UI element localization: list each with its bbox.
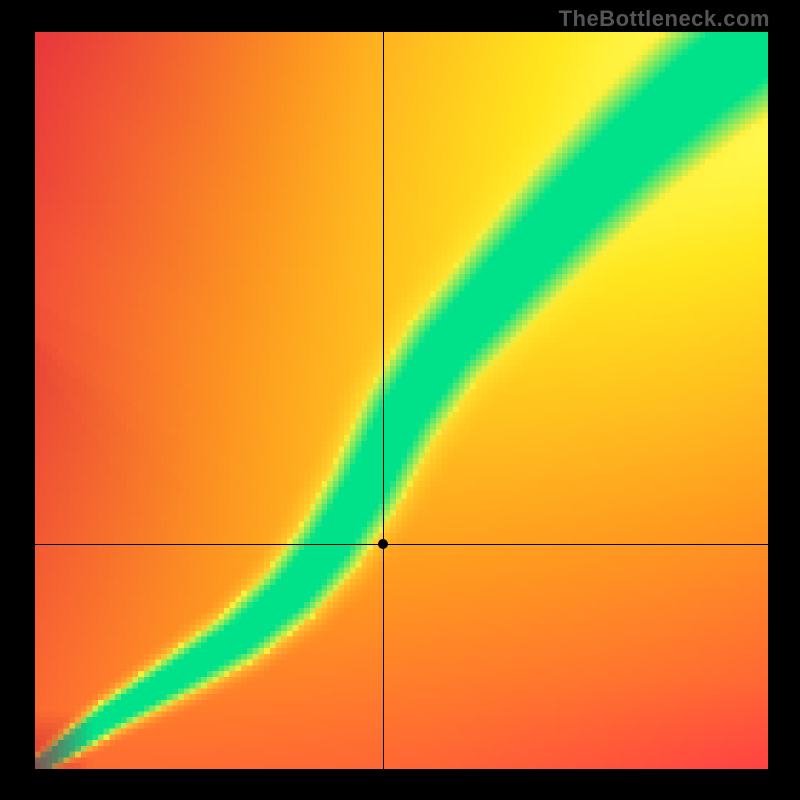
crosshair-vertical xyxy=(383,32,384,769)
chart-container: TheBottleneck.com xyxy=(0,0,800,800)
plot-frame xyxy=(35,32,768,769)
watermark-text: TheBottleneck.com xyxy=(559,6,770,32)
crosshair-horizontal xyxy=(35,544,768,545)
heatmap-canvas xyxy=(35,32,768,769)
